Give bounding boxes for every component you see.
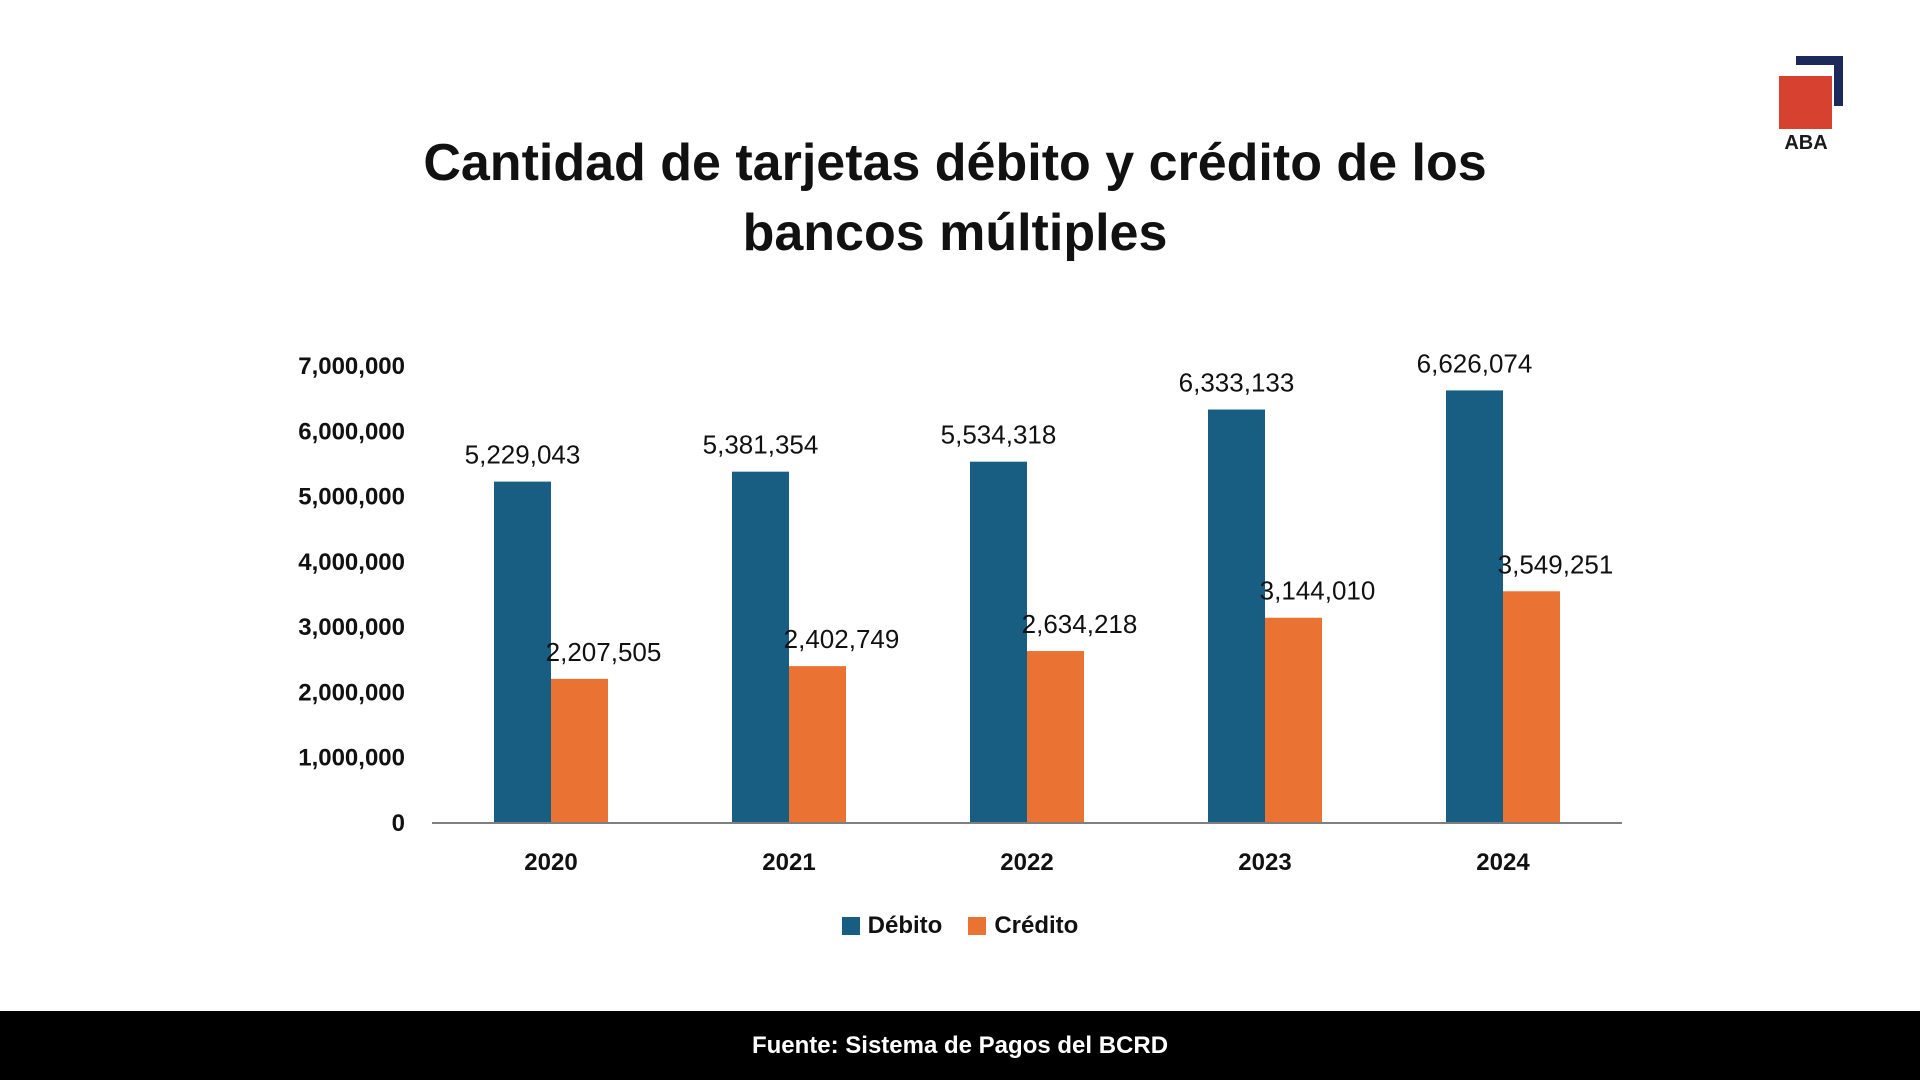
aba-logo: ABA bbox=[1772, 56, 1852, 156]
y-tick-label: 0 bbox=[392, 810, 405, 837]
logo-navy-bar-horizontal bbox=[1796, 56, 1843, 65]
bar-debito bbox=[1446, 390, 1503, 823]
x-tick-label: 2020 bbox=[524, 849, 577, 876]
bar-debito bbox=[732, 471, 789, 823]
source-footer: Fuente: Sistema de Pagos del BCRD bbox=[0, 1011, 1920, 1080]
y-tick-label: 5,000,000 bbox=[298, 484, 405, 511]
x-tick-label: 2024 bbox=[1476, 849, 1530, 876]
bar-credito bbox=[1265, 617, 1322, 823]
legend-swatch-debito bbox=[841, 917, 860, 935]
bar-credito bbox=[1503, 591, 1560, 823]
data-label-credito: 2,207,505 bbox=[546, 637, 662, 667]
y-tick-label: 7,000,000 bbox=[298, 353, 405, 380]
title-line-1: Cantidad de tarjetas débito y crédito de… bbox=[423, 134, 1487, 192]
bar-credito bbox=[789, 666, 846, 823]
legend-item-debito: Débito bbox=[841, 912, 943, 940]
x-tick-label: 2022 bbox=[1000, 849, 1053, 876]
x-tick-label: 2023 bbox=[1238, 849, 1291, 876]
data-label-credito: 2,402,749 bbox=[784, 624, 900, 654]
data-label-debito: 6,626,074 bbox=[1417, 348, 1533, 378]
y-tick-label: 2,000,000 bbox=[298, 679, 405, 706]
bar-credito bbox=[551, 678, 608, 823]
chart-title: Cantidad de tarjetas débito y crédito de… bbox=[0, 128, 1910, 268]
bar-credito bbox=[1027, 651, 1084, 823]
data-label-debito: 6,333,133 bbox=[1179, 368, 1295, 398]
bar-chart: 0 1,000,000 2,000,000 3,000,000 4,000,000 5,0… bbox=[298, 348, 1622, 876]
data-label-debito: 5,534,318 bbox=[941, 420, 1057, 450]
chart-legend: Débito Crédito bbox=[0, 912, 1920, 940]
logo-text: ABA bbox=[1784, 132, 1828, 154]
y-tick-label: 6,000,000 bbox=[298, 418, 405, 445]
y-tick-label: 4,000,000 bbox=[298, 549, 405, 576]
data-label-credito: 3,549,251 bbox=[1498, 549, 1614, 579]
data-label-debito: 5,381,354 bbox=[703, 430, 819, 460]
title-line-2: bancos múltiples bbox=[742, 204, 1168, 262]
source-text: Fuente: Sistema de Pagos del BCRD bbox=[751, 1031, 1169, 1059]
x-tick-label: 2021 bbox=[762, 849, 815, 876]
logo-red-square bbox=[1779, 76, 1832, 129]
data-label-debito: 5,229,043 bbox=[465, 440, 581, 470]
logo-navy-bar-vertical bbox=[1834, 56, 1843, 106]
y-tick-label: 1,000,000 bbox=[298, 745, 405, 772]
legend-label-credito: Crédito bbox=[994, 912, 1079, 939]
legend-item-credito: Crédito bbox=[968, 912, 1078, 940]
data-label-credito: 3,144,010 bbox=[1260, 576, 1376, 606]
legend-label-debito: Débito bbox=[867, 912, 943, 939]
bar-debito bbox=[1208, 409, 1265, 823]
bar-debito bbox=[494, 481, 551, 823]
y-tick-label: 3,000,000 bbox=[298, 614, 405, 641]
bar-debito bbox=[970, 461, 1027, 823]
data-label-credito: 2,634,218 bbox=[1022, 609, 1138, 639]
legend-swatch-credito bbox=[968, 917, 987, 935]
